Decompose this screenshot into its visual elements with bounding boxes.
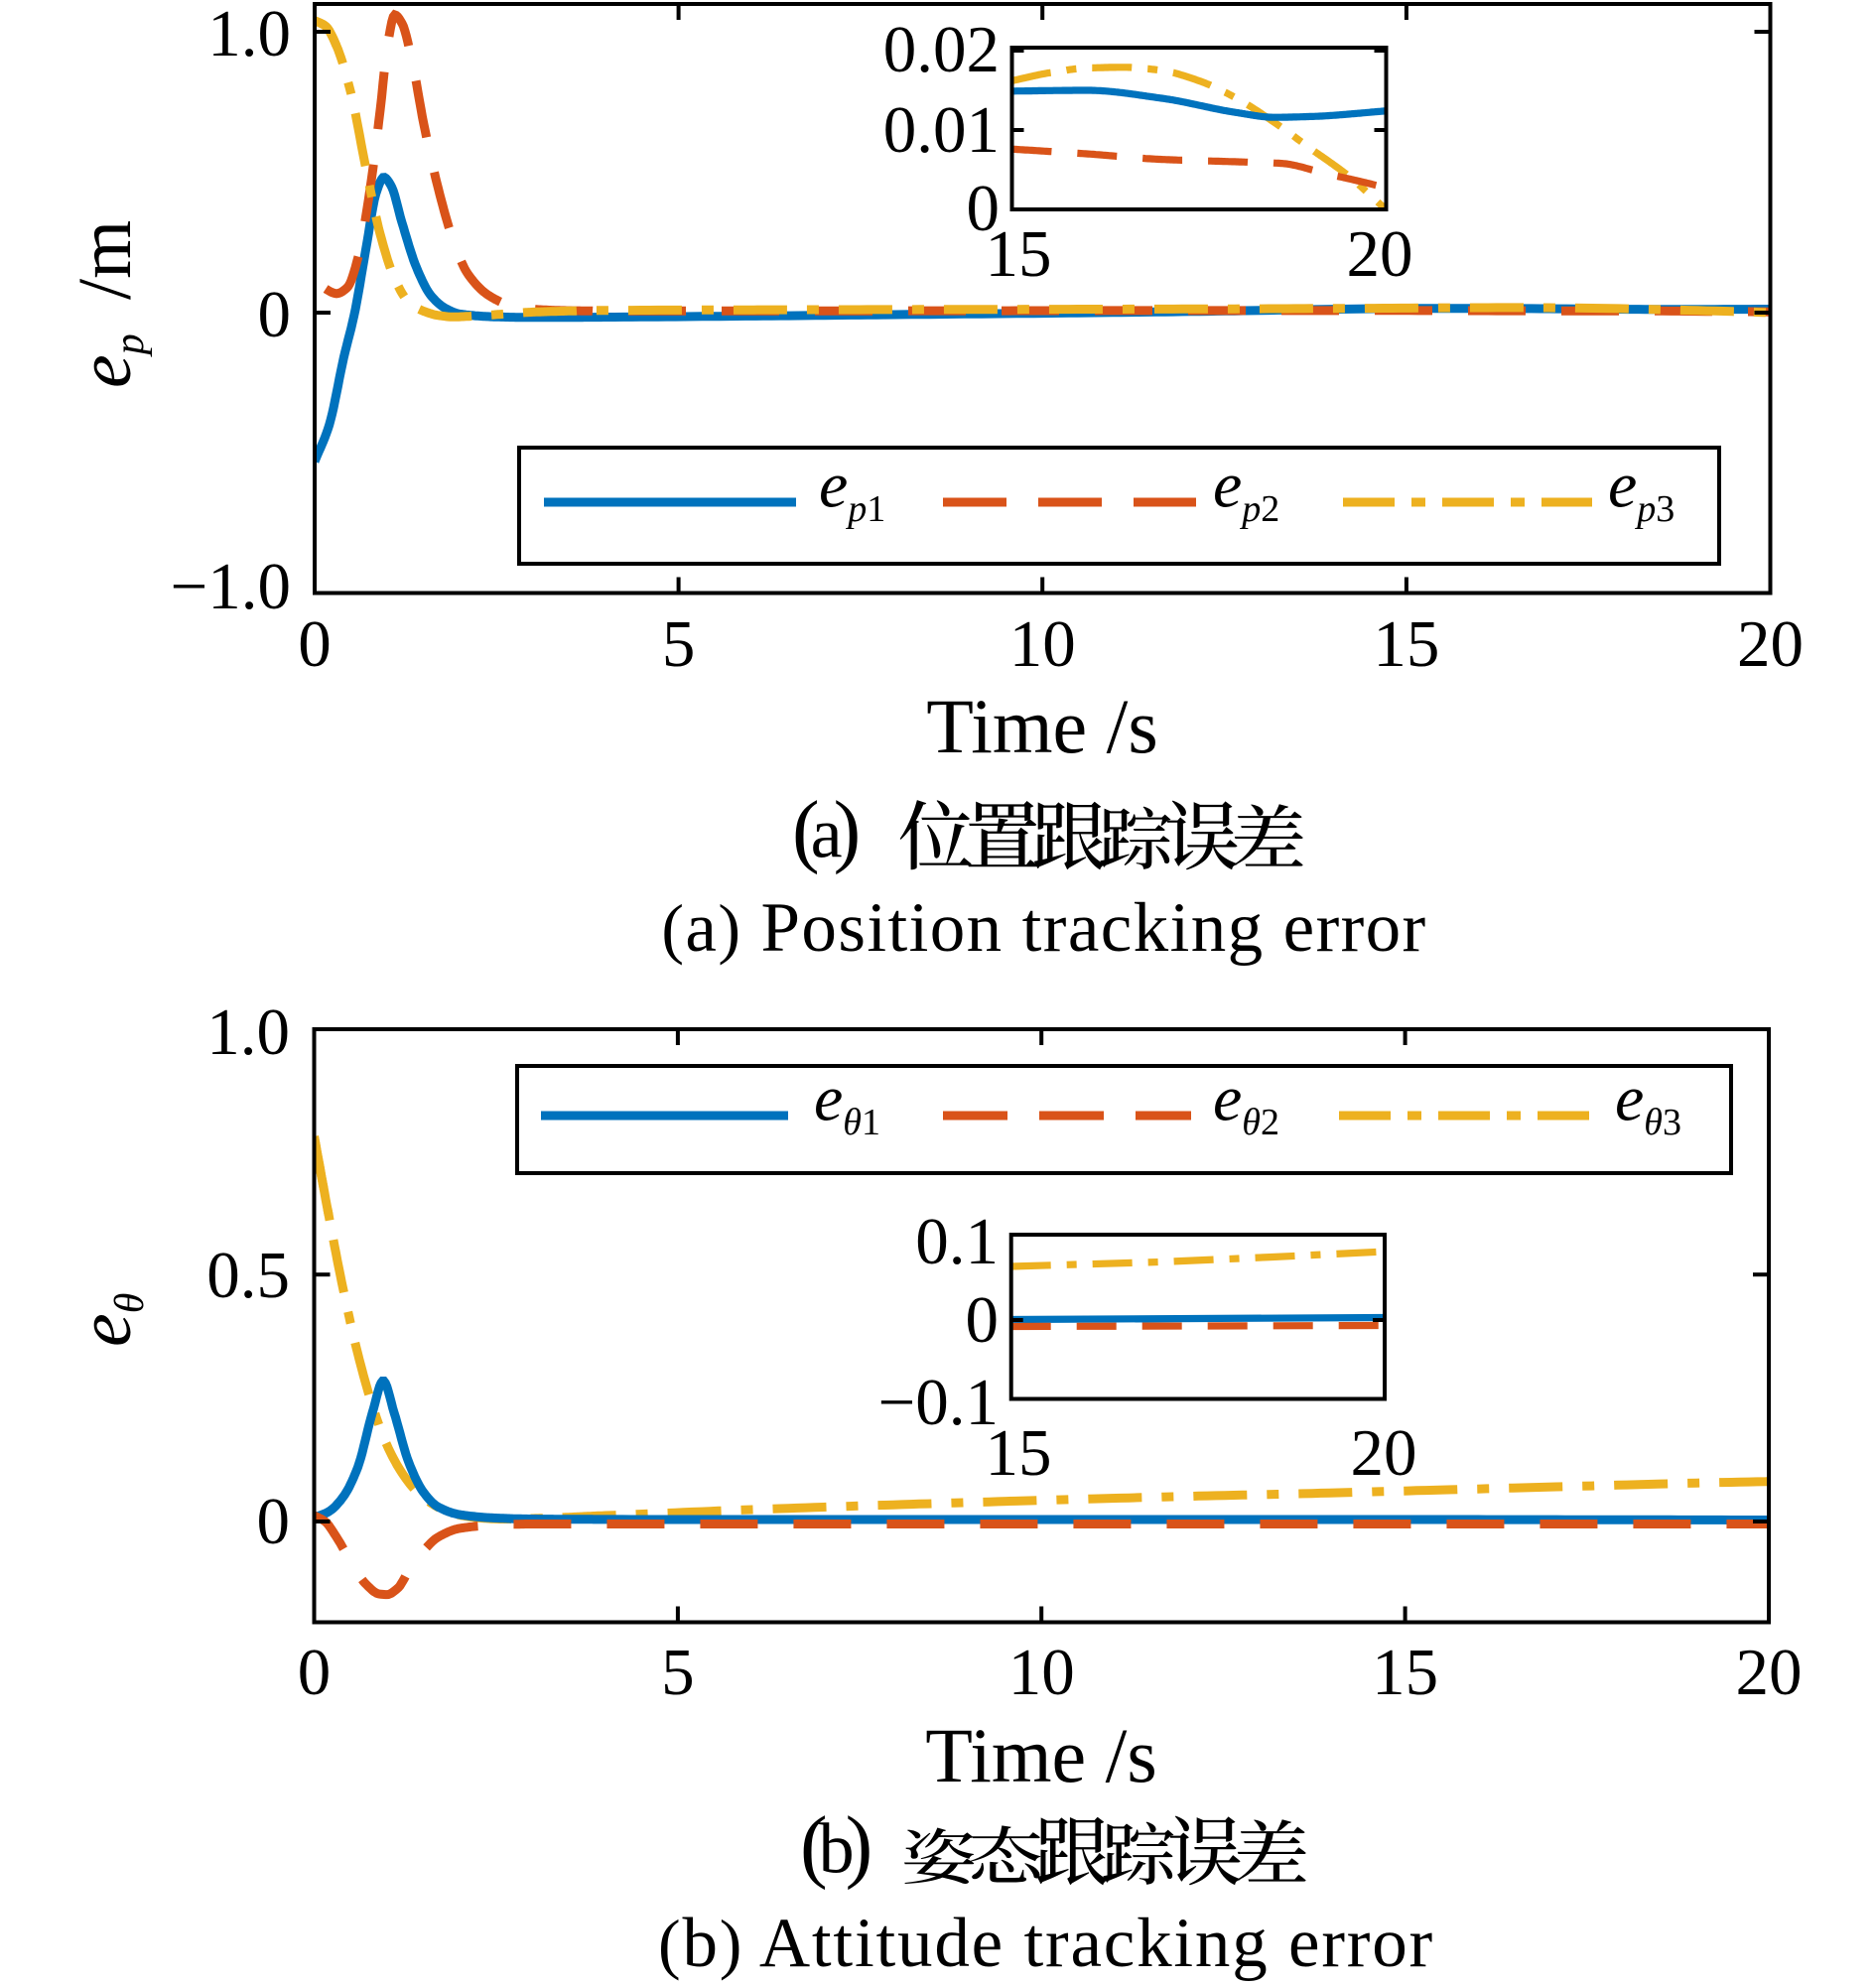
svg-text:Time /s: Time /s xyxy=(925,1712,1156,1798)
svg-text:0: 0 xyxy=(257,1485,291,1558)
svg-text:15: 15 xyxy=(986,1416,1052,1490)
svg-text:ep​2​: ep​2​ xyxy=(1213,450,1279,531)
svg-text:eθ​: eθ​ xyxy=(64,1293,153,1347)
svg-text:ep​1​: ep​1​ xyxy=(819,450,885,531)
svg-text:ep​ /m: ep​ /m xyxy=(64,220,153,388)
svg-text:5: 5 xyxy=(662,607,696,681)
svg-text:eθ​3​: eθ​3​ xyxy=(1615,1063,1681,1144)
svg-text:(a): (a) xyxy=(792,784,861,875)
svg-text:(b): (b) xyxy=(800,1799,872,1891)
svg-text:5: 5 xyxy=(661,1636,695,1709)
svg-text:10: 10 xyxy=(1009,607,1076,681)
svg-text:0.5: 0.5 xyxy=(206,1239,290,1312)
svg-text:0: 0 xyxy=(966,1283,1000,1357)
svg-text:1.0: 1.0 xyxy=(207,0,291,70)
svg-text:0: 0 xyxy=(258,278,292,351)
svg-text:eθ​1​: eθ​1​ xyxy=(814,1063,880,1144)
svg-text:15: 15 xyxy=(986,217,1052,291)
svg-text:−1.0: −1.0 xyxy=(170,550,291,623)
svg-text:0: 0 xyxy=(298,607,332,681)
svg-text:20: 20 xyxy=(1737,607,1804,681)
svg-text:15: 15 xyxy=(1373,607,1439,681)
svg-text:eθ​2​: eθ​2​ xyxy=(1213,1063,1279,1144)
svg-text:0.01: 0.01 xyxy=(883,93,1000,167)
svg-text:0.02: 0.02 xyxy=(883,13,1000,86)
svg-text:15: 15 xyxy=(1372,1636,1438,1709)
svg-text:−0.1: −0.1 xyxy=(877,1366,999,1439)
svg-text:0.1: 0.1 xyxy=(915,1205,999,1278)
svg-text:20: 20 xyxy=(1351,1416,1417,1490)
svg-text:ep​3​: ep​3​ xyxy=(1608,450,1675,531)
svg-text:(b) Attitude tracking error: (b) Attitude tracking error xyxy=(658,1905,1434,1982)
svg-text:0: 0 xyxy=(967,172,1001,245)
svg-text:10: 10 xyxy=(1008,1636,1075,1709)
svg-text:Time /s: Time /s xyxy=(926,683,1157,769)
svg-text:0: 0 xyxy=(298,1636,332,1709)
svg-text:1.0: 1.0 xyxy=(206,995,290,1069)
svg-text:20: 20 xyxy=(1736,1636,1803,1709)
svg-text:20: 20 xyxy=(1347,217,1413,291)
svg-text:(a) Position tracking error: (a) Position tracking error xyxy=(661,889,1426,967)
